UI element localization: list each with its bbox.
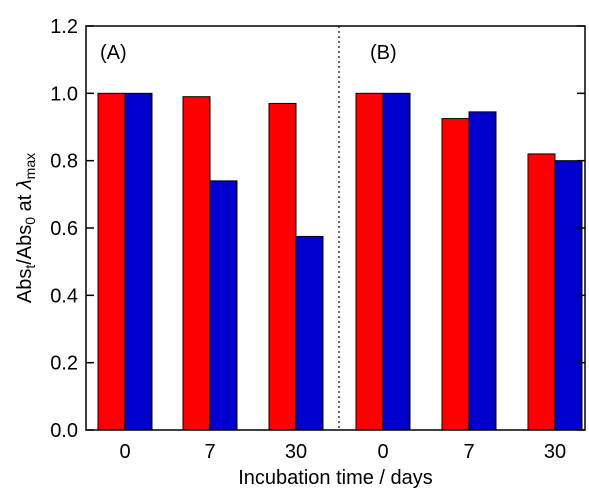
- bar-panel2-cat-0-series2: [382, 92, 411, 431]
- panel-label-a: (A): [100, 42, 127, 64]
- y-tick-label-0.4: 0.4: [50, 285, 78, 307]
- y-tick-label-0.6: 0.6: [50, 218, 78, 240]
- y-title-abs: Abs: [14, 269, 36, 303]
- y-title-at: at: [14, 189, 36, 217]
- bar-panel1-cat-30-series1: [268, 102, 297, 431]
- axes-layer: 0 7 30 0 7 30 0.0 0.2 0.4 0.6 0.8 1.0 1.2: [50, 16, 586, 463]
- x-axis-title: Incubation time / days: [238, 467, 433, 489]
- bar-panel1-cat-30-series2: [295, 235, 324, 431]
- x-tick-label-panel2-30: 30: [544, 441, 566, 463]
- bar-panel1-cat-7-series1: [182, 96, 211, 431]
- plot-frame: [85, 25, 586, 431]
- y-tick-label-0.8: 0.8: [50, 151, 78, 173]
- bars-layer: [97, 92, 583, 431]
- y-axis-title: Abst/Abs0 at λmax: [14, 153, 38, 303]
- bar-panel1-cat-0-series1: [97, 92, 126, 431]
- bar-panel2-cat-7-series1: [441, 118, 470, 431]
- y-tick-label-1.2: 1.2: [50, 16, 78, 38]
- x-tick-label-panel2-0: 0: [377, 441, 388, 463]
- bar-panel2-cat-7-series2: [468, 111, 497, 431]
- x-tick-label-panel1-30: 30: [285, 441, 307, 463]
- y-title-abs0: /Abs: [14, 225, 36, 265]
- y-tick-label-0.2: 0.2: [50, 353, 78, 375]
- y-tick-label-1.0: 1.0: [50, 83, 78, 105]
- x-tick-label-panel2-7: 7: [463, 441, 474, 463]
- y-title-sub-0: 0: [22, 217, 38, 225]
- bar-panel2-cat-30-series1: [527, 153, 556, 431]
- x-tick-label-panel1-0: 0: [119, 441, 130, 463]
- y-tick-label-0.0: 0.0: [50, 420, 78, 442]
- x-tick-label-panel1-7: 7: [204, 441, 215, 463]
- bar-panel1-cat-7-series2: [209, 180, 238, 431]
- y-title-sub-max: max: [22, 153, 38, 179]
- bar-panel2-cat-0-series1: [355, 92, 384, 431]
- panel-label-b: (B): [370, 42, 397, 64]
- bar-panel1-cat-0-series2: [124, 92, 153, 431]
- y-title-lambda: λ: [14, 179, 36, 190]
- y-title-sub-t: t: [22, 265, 38, 269]
